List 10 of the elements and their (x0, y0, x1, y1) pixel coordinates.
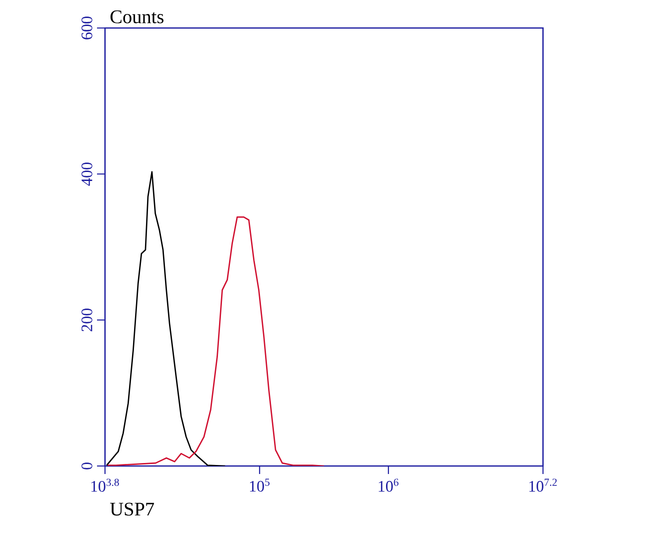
x-tick-label: 10$^{3.8}$ (91, 478, 119, 492)
y-tick-label: 600 (82, 16, 92, 40)
x-axis-title: USP7 (110, 502, 154, 516)
y-axis-title: Counts (110, 10, 164, 24)
x-tick-label: 10$^{6}$ (378, 478, 398, 492)
x-tick-label: 10$^{5}$ (250, 478, 270, 492)
y-tick-label: 400 (82, 162, 92, 186)
y-tick-label: 0 (82, 462, 92, 470)
y-tick-label: 200 (82, 308, 92, 332)
x-tick-label: 10$^{7.2}$ (529, 478, 557, 492)
